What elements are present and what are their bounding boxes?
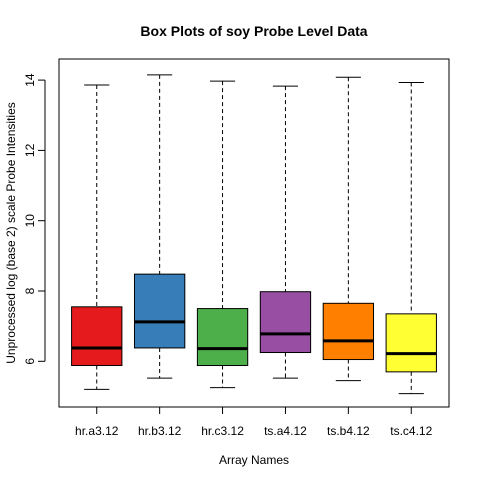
iqr-box <box>385 313 437 373</box>
x-tick-label: hr.b3.12 <box>138 424 182 438</box>
iqr-box <box>133 273 186 349</box>
y-tick-label: 10 <box>23 214 37 228</box>
box-hr.a3.12 <box>71 84 123 390</box>
iqr-box <box>322 302 375 361</box>
box-hr.b3.12 <box>133 74 186 379</box>
y-axis: 6 8 10 12 14 <box>23 73 46 365</box>
y-tick-label: 14 <box>23 73 37 87</box>
boxes <box>71 74 437 395</box>
box-ts.c4.12 <box>385 82 437 395</box>
box-ts.b4.12 <box>322 76 375 382</box>
x-tick-label: ts.b4.12 <box>327 424 370 438</box>
chart-title: Box Plots of soy Probe Level Data <box>140 23 367 39</box>
x-tick-label: ts.c4.12 <box>390 424 432 438</box>
x-axis-label: Array Names <box>219 453 289 467</box>
x-tick-label: ts.a4.12 <box>264 424 307 438</box>
y-tick-label: 12 <box>23 143 37 157</box>
box-ts.a4.12 <box>259 85 312 379</box>
x-tick-label: hr.c3.12 <box>201 424 244 438</box>
x-axis: hr.a3.12 hr.b3.12 hr.c3.12 ts.a4.12 ts.b4.12… <box>75 406 433 438</box>
y-tick-label: 6 <box>23 358 37 365</box>
y-axis-label: Unprocessed log (base 2) scale Probe Int… <box>4 102 18 363</box>
iqr-box <box>196 308 249 367</box>
y-tick-label: 8 <box>23 287 37 294</box>
iqr-box <box>259 291 312 354</box>
x-tick-label: hr.a3.12 <box>75 424 119 438</box>
box-hr.c3.12 <box>196 80 249 389</box>
iqr-box <box>71 306 123 367</box>
